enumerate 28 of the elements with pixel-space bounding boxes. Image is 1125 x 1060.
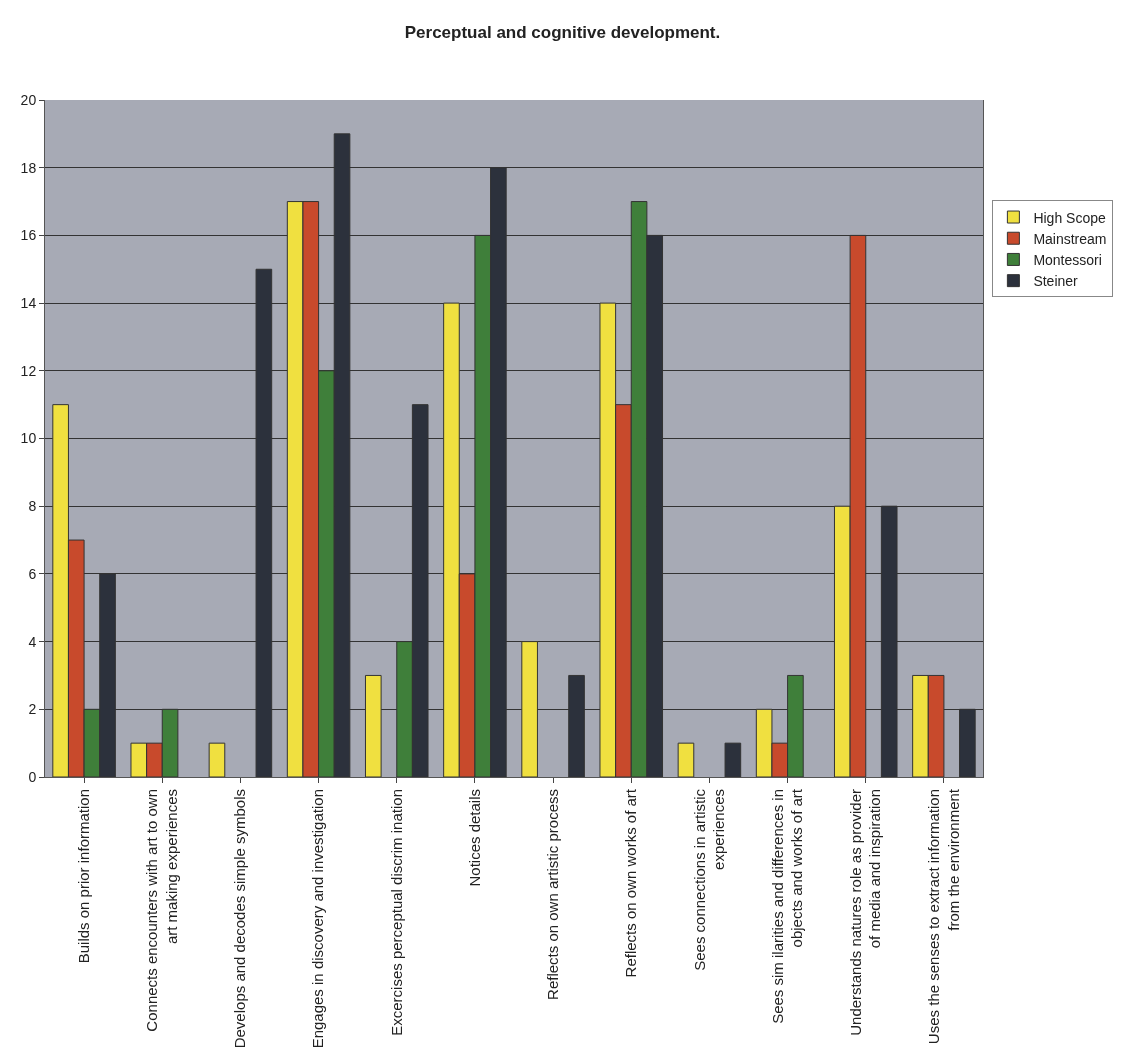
- x-tick-label: Develops and decodes simple symbols: [231, 789, 249, 1049]
- y-tick-label: 20: [20, 91, 37, 108]
- y-tick-label: 14: [20, 295, 37, 311]
- legend-label: Montessori: [1033, 251, 1102, 268]
- bar: [724, 742, 742, 777]
- legend-label: Mainstream: [1033, 230, 1107, 247]
- x-tick-label: Reflects on own works of art: [622, 788, 640, 978]
- bar: [208, 742, 226, 777]
- y-tick-label: 12: [20, 362, 37, 379]
- y-tick-label: 4: [28, 633, 37, 650]
- x-tick-label: Excercises perceptual discrim ination: [387, 789, 405, 1036]
- legend-label: Steiner: [1033, 273, 1079, 290]
- y-tick-label: 0: [28, 768, 37, 785]
- x-tick-label: Builds on prior information: [74, 789, 92, 964]
- y-tick-label: 18: [20, 159, 37, 176]
- y-tick-label: 8: [28, 498, 37, 515]
- x-tick-label: Notices details: [465, 789, 483, 887]
- y-tick-label: 16: [20, 227, 37, 244]
- x-tick-label: Engages in discovery and investigation: [309, 789, 327, 1049]
- chart-title: Perceptual and cognitive development.: [404, 23, 721, 43]
- bar: [677, 742, 695, 777]
- y-tick-label: 10: [20, 430, 37, 447]
- x-tick-label: Reflects on own artistic process: [543, 789, 561, 1000]
- x-tick-label: Sees connections in artistic experiences: [690, 788, 728, 971]
- x-tick-label: Connects encounters with art to own art making experiences: [143, 789, 180, 1032]
- y-tick-label: 6: [28, 565, 37, 582]
- y-tick-label: 2: [28, 701, 37, 718]
- legend-label: High Scope: [1033, 209, 1106, 226]
